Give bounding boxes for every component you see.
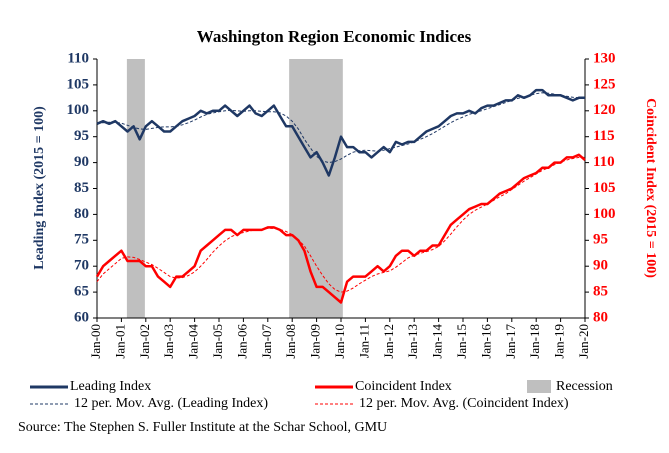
x-tick-label: Jan-13 [405,324,420,359]
x-tick-label: Jan-06 [234,324,249,359]
y-tick-label: 65 [74,284,89,300]
x-tick-label: Jan-01 [112,324,127,359]
y-tick-label: 70 [74,258,89,274]
x-tick-label: Jan-19 [552,324,567,359]
x-tick-label: Jan-10 [332,324,347,359]
y-axis-title: Leading Index (2015 = 100) [32,106,47,270]
legend-swatch [527,380,551,393]
x-tick-label: Jan-03 [161,324,176,359]
x-tick-label: Jan-17 [503,324,518,359]
y2-tick-label: 130 [593,50,616,66]
recession-band [289,59,343,318]
x-tick-label: Jan-11 [356,324,371,358]
y-tick-label: 80 [74,206,89,222]
y-tick-label: 105 [67,76,90,92]
x-tick-label: Jan-08 [283,324,298,359]
legend-label: Leading Index [70,379,151,394]
legend-label: Recession [556,379,613,394]
series-line [96,88,585,177]
y-tick-label: 85 [74,180,89,196]
y2-tick-label: 110 [593,154,615,170]
y2-tick-label: 95 [593,232,608,248]
x-tick-label: Jan-16 [478,324,493,359]
y2-tick-label: 85 [593,284,608,300]
legend-label: Coincident Index [355,379,452,394]
series-line [96,156,585,293]
source-note: Source: The Stephen S. Fuller Institute … [18,420,387,435]
y-tick-label: 100 [67,102,90,118]
y-tick-label: 60 [74,309,89,325]
series-line [95,153,586,304]
y2-tick-label: 115 [593,128,615,144]
y-tick-label: 110 [67,50,89,66]
y2-tick-label: 90 [593,258,608,274]
series-line [96,92,586,164]
chart-title: Washington Region Economic Indices [197,27,472,46]
x-tick-label: Jan-12 [381,324,396,359]
x-tick-label: Jan-00 [88,324,103,359]
y2-axis-title: Coincident Index (2015 = 100) [643,98,658,278]
y-tick-label: 90 [74,154,89,170]
x-tick-label: Jan-18 [527,324,542,359]
x-tick-label: Jan-02 [137,324,152,359]
y2-tick-label: 80 [593,309,608,325]
x-tick-label: Jan-09 [308,324,323,359]
x-tick-label: Jan-20 [576,324,591,359]
x-tick-label: Jan-05 [210,324,225,359]
y2-tick-label: 105 [593,180,616,196]
recession-band [126,59,145,318]
y2-tick-label: 120 [593,102,616,118]
y2-tick-label: 100 [593,206,616,222]
x-tick-label: Jan-04 [186,324,201,359]
legend-label: 12 per. Mov. Avg. (Leading Index) [74,396,268,411]
x-tick-label: Jan-15 [454,324,469,359]
legend-label: 12 per. Mov. Avg. (Coincident Index) [359,396,569,411]
y-tick-label: 75 [74,232,89,248]
x-tick-label: Jan-07 [259,324,274,359]
x-tick-label: Jan-14 [430,324,445,359]
y-tick-label: 95 [74,128,89,144]
y2-tick-label: 125 [593,76,616,92]
